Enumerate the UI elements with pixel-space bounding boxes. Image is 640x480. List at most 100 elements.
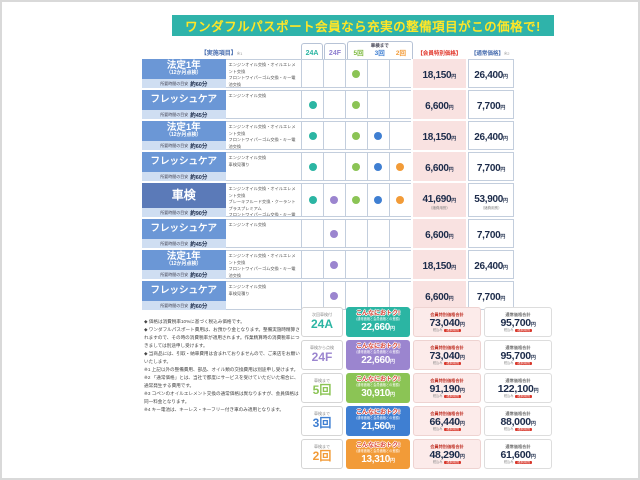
- member-price-cell: 18,150円: [412, 59, 467, 88]
- savings-title: こんなにおトク!: [356, 442, 400, 449]
- plan-name: 3回: [312, 415, 332, 430]
- service-time-strip: 所要時間の目安 約60分: [142, 301, 226, 310]
- service-name-block: フレッシュケア: [142, 90, 226, 110]
- member-total-value: 48,290: [429, 448, 460, 461]
- member-price: 6,600円: [425, 96, 454, 114]
- yen-suffix: 円: [502, 198, 508, 205]
- tax-label: 税込み: [432, 426, 443, 431]
- table-header: 【実施項目】※1 24A 24F 車検まで 5回 3回 2回 【会員特別価格】 …: [142, 41, 514, 59]
- yen-suffix: 円: [459, 387, 465, 394]
- header-member-price: 【会員特別価格】: [417, 51, 462, 57]
- service-time-strip: 所要時間の目安 約60分: [142, 270, 226, 279]
- plan-cell-24f: [323, 152, 345, 181]
- plan-cell-24f: [323, 281, 345, 310]
- service-name-block: フレッシュケア: [142, 152, 226, 172]
- time-value: 約45分: [190, 241, 208, 248]
- member-price-value: 6,600: [425, 229, 449, 241]
- normal-price: 53,900円: [474, 189, 508, 207]
- footnote: ※1 上記以外の整備費用、部品、オイル類の交換費用は別途申し受けます。: [144, 367, 299, 373]
- plan-badge: 車検まで 5回: [301, 373, 343, 403]
- normal-price-value: 7,700: [476, 100, 501, 112]
- yen-suffix: 円: [390, 358, 395, 365]
- normal-total-box: 通常価格合計 95,700円 税込み 諸費用別: [484, 340, 552, 370]
- plan-cell-3: [366, 183, 389, 217]
- normal-total-amount: 95,700円: [500, 350, 535, 362]
- plan-cell-2: [388, 59, 411, 88]
- service-time-strip: 所要時間の目安 約60分: [142, 79, 226, 88]
- normal-total-label: 通常価格合計: [505, 377, 531, 383]
- included-dot: [330, 260, 339, 269]
- member-total-value: 91,190: [429, 382, 460, 395]
- service-description: エンジンオイル交換・オイルエレメント交換 フロントワイパーゴム交換・キー電池交換…: [225, 121, 302, 150]
- plan-cell-24a: [301, 152, 324, 181]
- yen-suffix: 円: [459, 354, 465, 361]
- yen-suffix: 円: [451, 135, 457, 142]
- normal-price: 26,400円: [474, 256, 508, 274]
- yen-suffix: 円: [451, 264, 457, 271]
- normal-total-amount: 122,100円: [498, 383, 539, 395]
- time-value: 約90分: [190, 210, 208, 217]
- member-price-note: （諸費用別）: [428, 206, 450, 211]
- fee-badge: 諸費用別: [515, 393, 533, 399]
- normal-total-label: 通常価格合計: [505, 311, 531, 317]
- plan-cell-2: [388, 219, 411, 248]
- plan-cell-5: [344, 219, 367, 248]
- plan-cell-3: [366, 90, 389, 119]
- savings-box: こんなにおトク! （通常価格と会員価格との差額） 21,560円: [346, 406, 410, 436]
- savings-subtitle: （通常価格と会員価格との差額）: [354, 382, 402, 387]
- normal-price-cell: 7,700円: [468, 281, 514, 310]
- normal-price-value: 7,700: [476, 229, 501, 241]
- header-items-note: ※1: [236, 51, 243, 56]
- savings-value: 22,660: [361, 321, 391, 333]
- member-price: 18,150円: [422, 65, 456, 83]
- service-name: フレッシュケア: [150, 155, 218, 167]
- member-price-value: 41,690: [422, 194, 452, 206]
- plan-badge: 車検まで 3回: [301, 406, 343, 436]
- header-col-5: 5回: [353, 50, 364, 57]
- yen-suffix: 円: [448, 166, 454, 173]
- plan-name: 24A: [310, 316, 333, 331]
- service-time-strip: 所要時間の目安 約45分: [142, 110, 226, 119]
- service-name: フレッシュケア: [150, 93, 218, 105]
- member-price-value: 18,150: [422, 260, 452, 272]
- time-prefix: 所要時間の目安: [160, 80, 189, 86]
- included-dot: [330, 196, 339, 204]
- yen-suffix: 円: [459, 321, 465, 328]
- normal-price: 26,400円: [474, 127, 508, 145]
- member-total-box: 会員特別価格合計 48,290円 税込み 諸費用別: [413, 439, 481, 469]
- plan-scope-label: 車検から点検: [310, 345, 334, 350]
- member-price-cell: 6,600円: [412, 281, 467, 310]
- member-price-value: 6,600: [425, 162, 449, 174]
- plan-cell-24f: [323, 250, 345, 279]
- tax-label: 税込み: [432, 360, 443, 365]
- normal-price-value: 26,400: [474, 69, 503, 81]
- included-dot: [374, 131, 383, 140]
- header-col-2: 2回: [395, 50, 407, 57]
- plan-summary: 次回車検付 24A こんなにおトク! （通常価格と会員価格との差額） 22,66…: [301, 307, 552, 469]
- tax-label: 税込み: [432, 393, 443, 398]
- normal-price-cell: 7,700円: [468, 219, 514, 248]
- included-dot: [352, 131, 361, 140]
- normal-total-box: 通常価格合計 95,700円 税込み 諸費用別: [484, 307, 552, 337]
- service-name-block: フレッシュケア: [142, 281, 226, 301]
- header-col-3: 3回: [374, 50, 385, 57]
- normal-total-notes: 税込み 諸費用別: [504, 361, 533, 366]
- normal-price: 7,700円: [477, 225, 506, 243]
- savings-amount: 21,560円: [361, 421, 395, 433]
- member-price-cell: 41,690円 （諸費用別）: [412, 183, 467, 217]
- savings-title: こんなにおトク!: [356, 310, 400, 317]
- member-total-label: 会員特別価格合計: [430, 377, 464, 383]
- summary-row: 車検から点検 24F こんなにおトク! （通常価格と会員価格との差額） 22,6…: [301, 340, 552, 370]
- normal-price: 7,700円: [477, 287, 506, 305]
- member-total-box: 会員特別価格合計 73,040円 税込み 諸費用別: [413, 340, 481, 370]
- service-label-cell: フレッシュケア 所要時間の目安 約45分: [142, 90, 226, 119]
- normal-price-value: 7,700: [476, 291, 501, 303]
- plan-cell-5: [344, 183, 367, 217]
- table-row: フレッシュケア 所要時間の目安 約60分 エンジンオイル交換 車検見積り 6,6…: [142, 152, 514, 181]
- plan-name: 2回: [312, 448, 332, 463]
- plan-scope-label: 車検まで: [314, 411, 330, 416]
- savings-box: こんなにおトク! （通常価格と会員価格との差額） 13,310円: [346, 439, 410, 469]
- plan-cell-3: [366, 152, 389, 181]
- included-dot: [352, 69, 361, 78]
